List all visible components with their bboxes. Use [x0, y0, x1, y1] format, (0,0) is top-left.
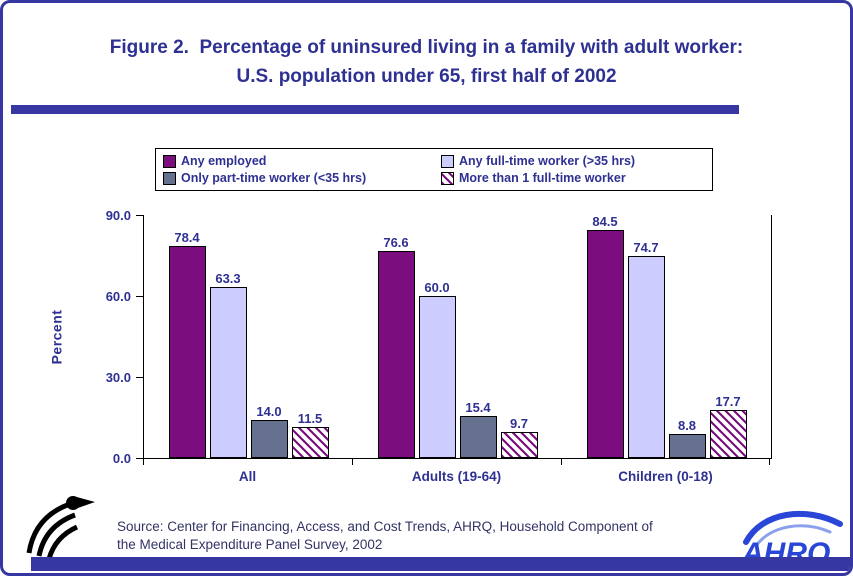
hhs-logo [26, 496, 95, 560]
figure-title-line2: U.S. population under 65, first half of … [236, 66, 617, 88]
bar-value-label: 76.6 [383, 235, 409, 250]
plot-area: 78.4 63.3 14.0 11.5 76.6 60.0 15.4 9.7 84.5 74.7 8… [143, 214, 772, 459]
bar-value-label: 11.5 [297, 411, 323, 426]
y-tick-label-60: 60.0 [105, 289, 131, 304]
y-axis-tick [136, 215, 143, 216]
y-axis-title-text: Percent [48, 309, 65, 364]
legend-swatch [163, 154, 176, 168]
bar-value-label: 15.4 [465, 400, 491, 415]
bar: 11.5 [291, 411, 329, 458]
y-tick-label-0: 0.0 [112, 451, 131, 466]
bar: 74.7 [627, 240, 665, 458]
bar: 84.5 [586, 214, 624, 458]
bar: 63.3 [209, 271, 247, 458]
legend-item: Any employed [163, 154, 441, 168]
bar-value-label: 8.8 [677, 418, 697, 433]
bar: 60.0 [418, 280, 456, 458]
legend-item: More than 1 full-time worker [441, 171, 705, 185]
bar: 78.4 [168, 230, 206, 458]
y-axis-tick [136, 296, 143, 297]
source-note: Source: Center for Financing, Access, an… [117, 518, 653, 553]
y-tick-label-30: 30.0 [105, 370, 131, 385]
bar-value-label: 60.0 [424, 280, 450, 295]
legend-swatch [163, 171, 176, 185]
x-category-label: All [238, 469, 257, 484]
x-axis-category-labels: All Adults (19-64) Children (0-18) [143, 469, 770, 484]
ahrq-logo-swoosh-inner [754, 524, 832, 548]
x-category-label: Adults (19-64) [411, 469, 502, 484]
title-divider-bar [11, 105, 739, 114]
legend-label: Any full-time worker (>35 hrs) [459, 154, 636, 168]
bar-value-label: 9.7 [509, 416, 529, 431]
bar: 14.0 [250, 404, 288, 458]
bar-value-label: 74.7 [633, 240, 659, 255]
y-tick-label-90: 90.0 [105, 208, 131, 223]
legend-swatch [441, 171, 454, 185]
x-axis-tick [143, 459, 144, 465]
x-category-label: Children (0-18) [618, 469, 713, 484]
figure-title: Figure 2. Percentage of uninsured living… [3, 33, 850, 92]
y-axis-title: Percent [45, 215, 67, 458]
bar-value-label: 63.3 [215, 271, 241, 286]
footer-bar [31, 557, 850, 571]
chart-legend: Any employed Any full-time worker (>35 hr… [155, 148, 713, 191]
x-axis-tick [769, 459, 770, 465]
bar: 8.8 [668, 418, 706, 458]
legend-item: Any full-time worker (>35 hrs) [441, 154, 705, 168]
bar-value-label: 14.0 [256, 404, 282, 419]
bar-value-label: 17.7 [715, 394, 741, 409]
ahrq-logo-swoosh [743, 510, 843, 545]
figure-title-line1: Figure 2. Percentage of uninsured living… [109, 37, 744, 58]
y-axis-tick [136, 377, 143, 378]
legend-label: More than 1 full-time worker [459, 171, 626, 185]
x-axis-tick [352, 459, 353, 465]
y-axis-tick [136, 458, 143, 459]
legend-label: Any employed [181, 154, 267, 168]
legend-label: Only part-time worker (<35 hrs) [181, 171, 367, 185]
bar: 15.4 [459, 400, 497, 458]
source-note-line2: the Medical Expenditure Panel Survey, 20… [117, 536, 383, 552]
bar-value-label: 78.4 [174, 230, 200, 245]
bar-group-children-0-18: 84.5 74.7 8.8 17.7 [562, 214, 771, 458]
legend-item: Only part-time worker (<35 hrs) [163, 171, 441, 185]
bar-group-all: 78.4 63.3 14.0 11.5 [144, 215, 353, 458]
bar-group-adults-19-64: 76.6 60.0 15.4 9.7 [353, 215, 562, 458]
source-note-line1: Source: Center for Financing, Access, an… [117, 519, 653, 534]
bar: 17.7 [709, 394, 747, 458]
bar: 9.7 [500, 416, 538, 458]
bar: 76.6 [377, 235, 415, 458]
bar-value-label: 84.5 [592, 214, 618, 229]
legend-swatch [441, 154, 454, 168]
x-axis-tick [561, 459, 562, 465]
